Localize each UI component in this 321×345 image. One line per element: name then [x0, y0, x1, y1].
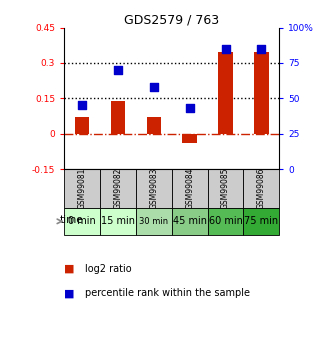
Text: GSM99084: GSM99084: [185, 168, 194, 209]
Text: time: time: [60, 215, 83, 225]
Point: [259, 46, 264, 52]
Bar: [100, 208, 136, 235]
Text: percentile rank within the sample: percentile rank within the sample: [85, 288, 250, 298]
Text: GSM99081: GSM99081: [78, 168, 87, 209]
Text: 45 min: 45 min: [173, 216, 207, 226]
Text: GSM99086: GSM99086: [257, 168, 266, 209]
Point: [223, 46, 228, 52]
Bar: [208, 208, 243, 235]
Bar: [243, 169, 279, 208]
Point: [187, 106, 192, 111]
Bar: [136, 208, 172, 235]
Bar: [218, 52, 233, 134]
Point: [151, 84, 156, 90]
Bar: [172, 169, 208, 208]
Bar: [111, 101, 125, 134]
Bar: [172, 208, 208, 235]
Text: 15 min: 15 min: [101, 216, 135, 226]
Text: 0 min: 0 min: [68, 216, 96, 226]
Bar: [64, 208, 100, 235]
Text: ■: ■: [64, 264, 75, 274]
Point: [116, 67, 121, 73]
Bar: [136, 169, 172, 208]
Bar: [208, 169, 243, 208]
Text: GSM99083: GSM99083: [149, 168, 158, 209]
Bar: [243, 208, 279, 235]
Point: [80, 103, 85, 108]
Bar: [254, 52, 268, 134]
Text: ■: ■: [64, 288, 75, 298]
Text: GSM99082: GSM99082: [113, 168, 123, 209]
Bar: [75, 117, 89, 134]
Bar: [182, 134, 197, 143]
Text: 30 min: 30 min: [139, 217, 169, 226]
Text: 75 min: 75 min: [244, 216, 278, 226]
Text: log2 ratio: log2 ratio: [85, 264, 132, 274]
Text: GSM99085: GSM99085: [221, 168, 230, 209]
Bar: [147, 117, 161, 134]
Bar: [64, 169, 100, 208]
Text: 60 min: 60 min: [209, 216, 242, 226]
Title: GDS2579 / 763: GDS2579 / 763: [124, 13, 219, 27]
Bar: [100, 169, 136, 208]
